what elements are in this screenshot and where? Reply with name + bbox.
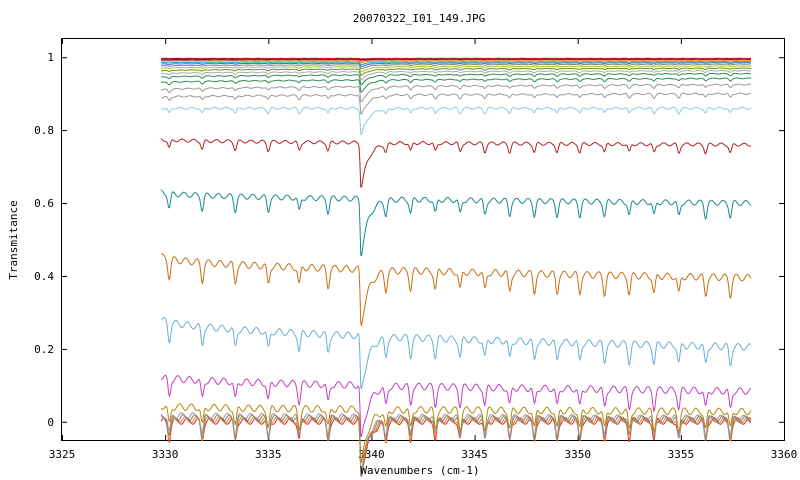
series-line — [161, 59, 751, 64]
y-axis-label: Transmitance — [7, 200, 20, 279]
series-line — [160, 253, 752, 326]
x-tick-label: 3335 — [255, 448, 282, 461]
y-tick-label: 0 — [47, 416, 54, 429]
series-group — [160, 57, 752, 478]
series-line — [160, 61, 752, 66]
series-line — [160, 69, 751, 81]
series-line — [161, 57, 751, 60]
x-tick-label: 3330 — [152, 448, 179, 461]
x-tick-label: 3355 — [668, 448, 695, 461]
series-line — [160, 63, 751, 70]
series-line — [160, 403, 752, 464]
y-tick-label: 0.6 — [34, 197, 54, 210]
series-line — [160, 316, 752, 390]
series-line — [160, 138, 752, 188]
series-line — [160, 67, 752, 76]
y-tick-label: 0.8 — [34, 124, 54, 137]
chart-title: 20070322_I01_149.JPG — [353, 12, 485, 25]
x-tick-label: 3345 — [461, 448, 488, 461]
y-tick-label: 0.4 — [34, 270, 54, 283]
x-tick-label: 3350 — [564, 448, 591, 461]
series-line — [160, 65, 752, 73]
y-tick-label: 0.2 — [34, 343, 54, 356]
plot-frame — [61, 38, 785, 441]
x-axis: 3325 3330 3335 3340 3345 3350 3355 3360 — [49, 39, 798, 461]
series-line — [161, 58, 751, 62]
series-line — [160, 62, 752, 67]
series-line — [160, 83, 752, 103]
series-line — [160, 189, 752, 257]
series-line — [160, 417, 752, 476]
series-line — [160, 415, 752, 478]
x-tick-label: 3360 — [771, 448, 798, 461]
series-line — [160, 72, 752, 86]
series-line — [160, 106, 752, 135]
x-axis-label: Wavenumbers (cm-1) — [360, 464, 479, 477]
y-tick-label: 1 — [47, 51, 54, 64]
y-axis: 0 0.2 0.4 0.6 0.8 1 — [34, 51, 784, 429]
series-line — [160, 77, 752, 93]
x-tick-label: 3325 — [49, 448, 76, 461]
series-line — [160, 92, 752, 115]
series-line — [160, 374, 752, 437]
